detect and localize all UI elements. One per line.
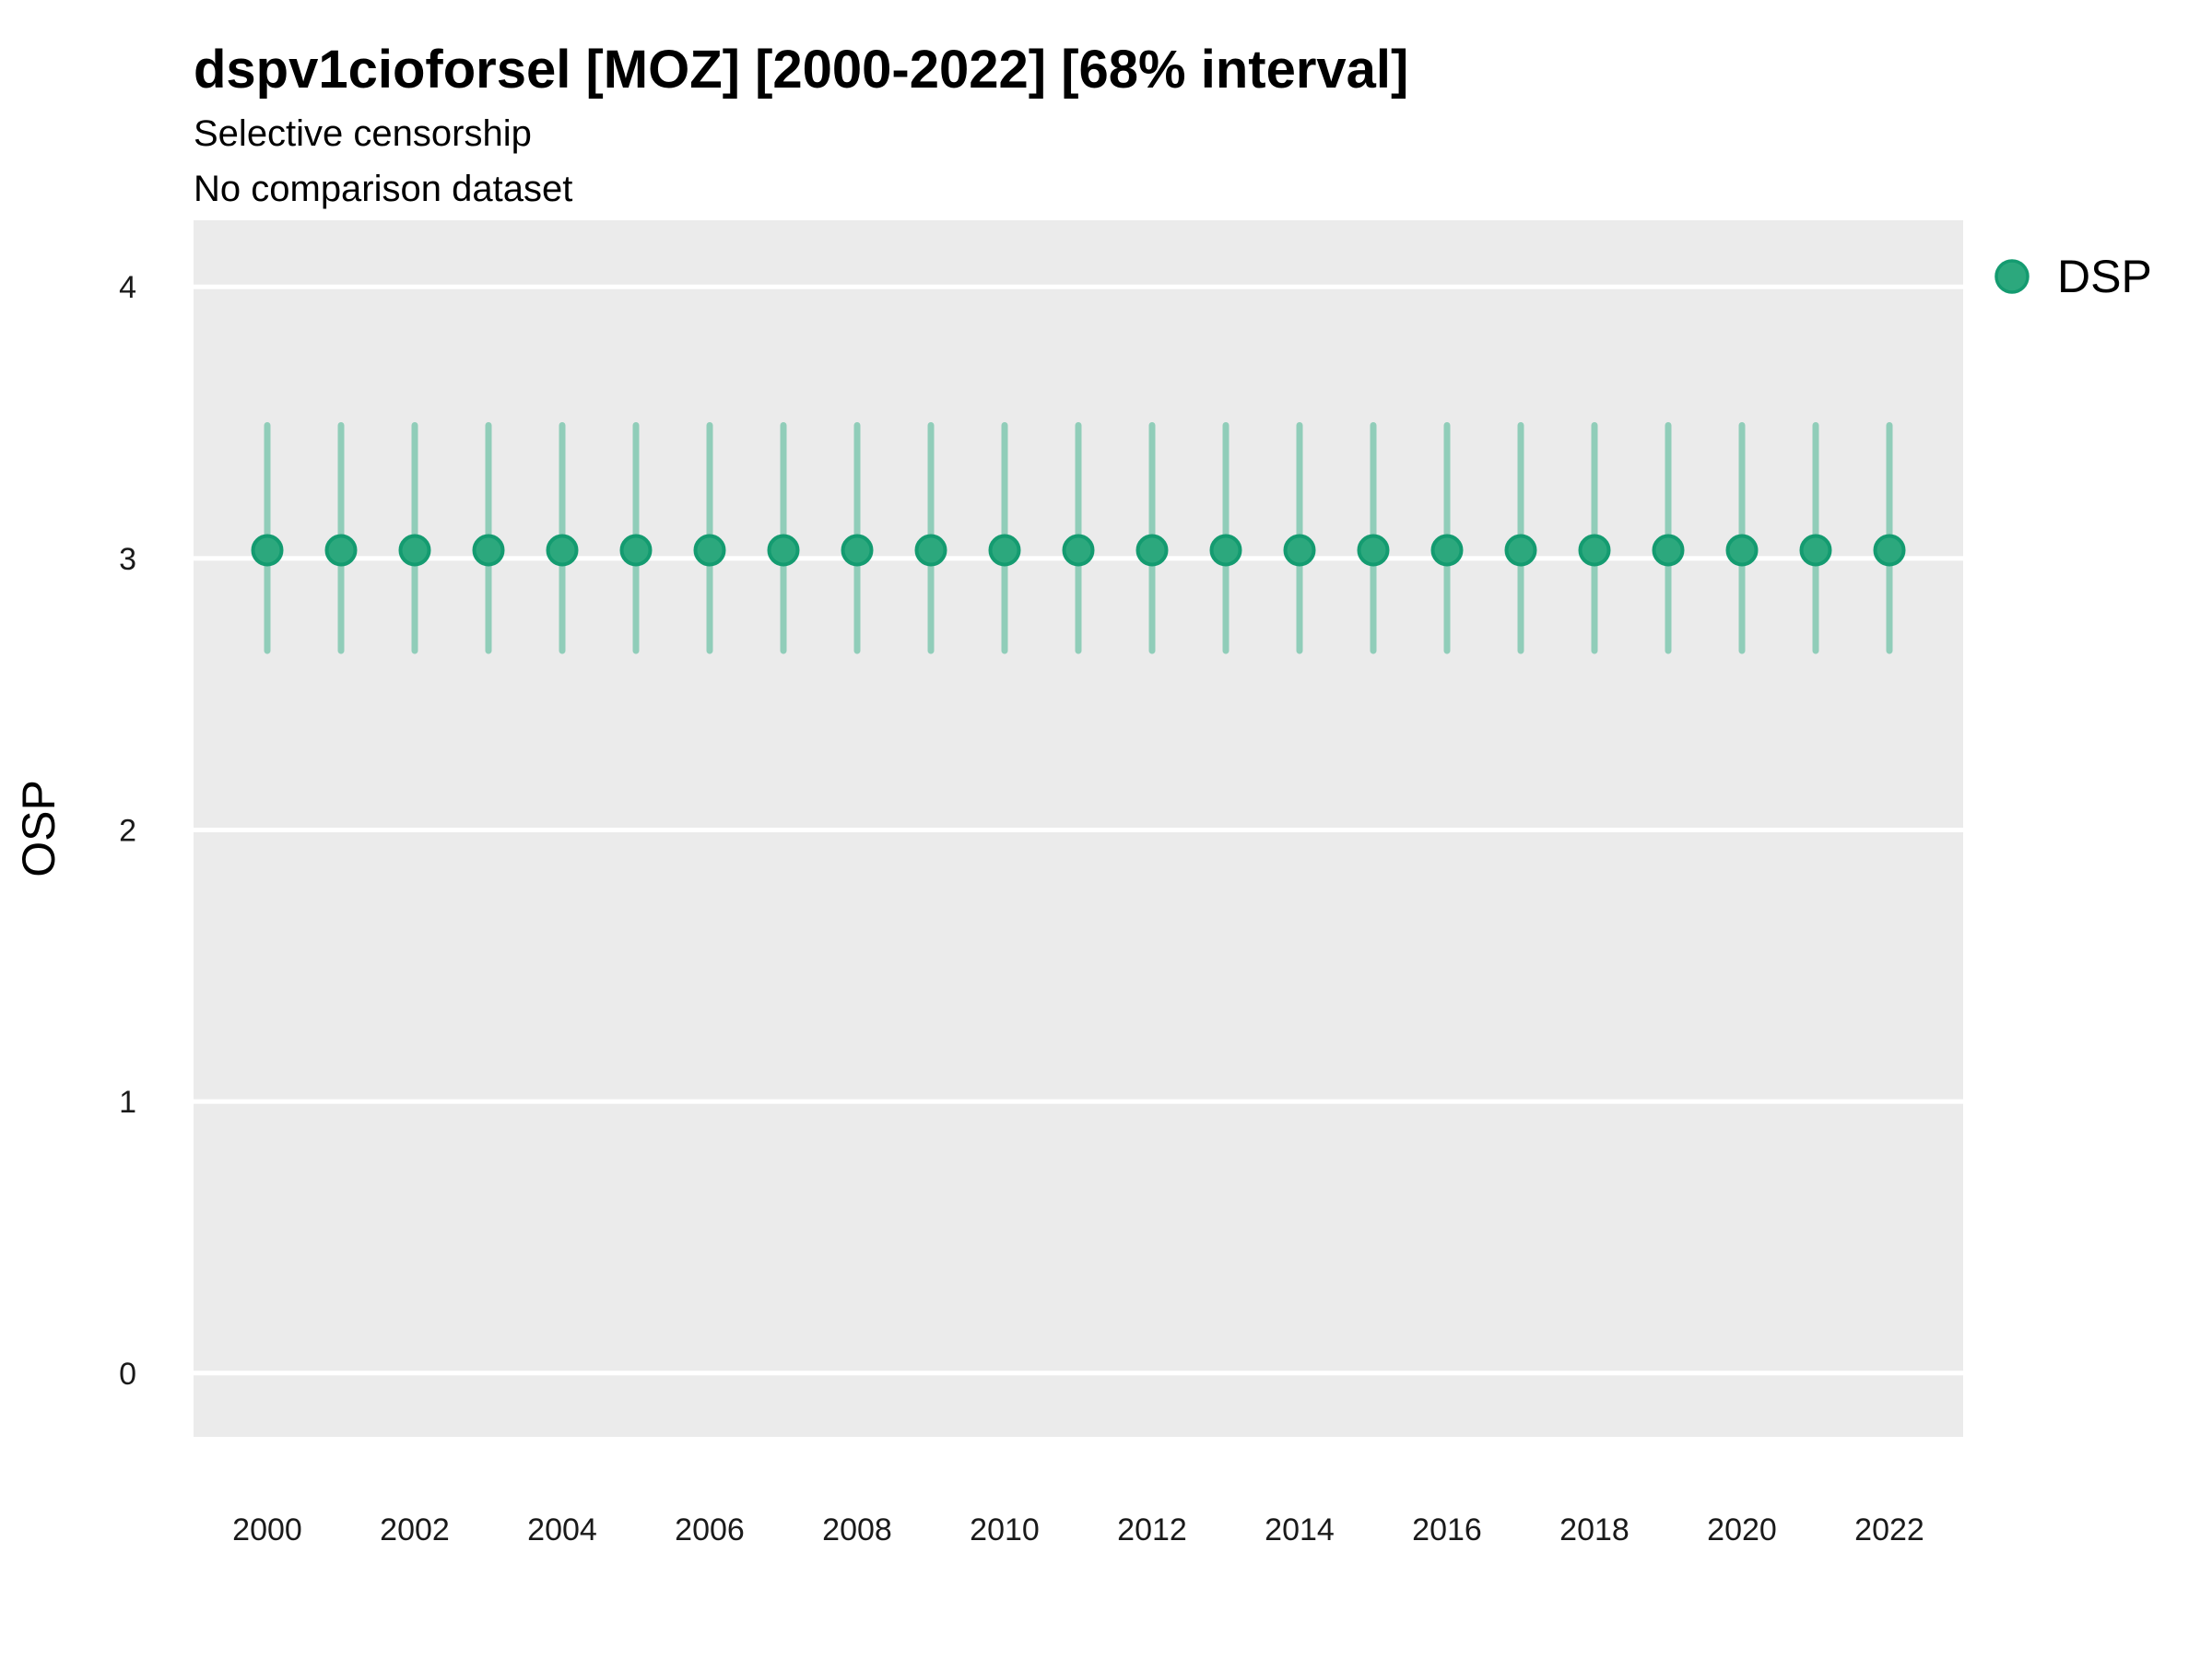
chart-subtitle-line1: Selective censorship [194, 113, 532, 154]
data-point-2021 [1799, 534, 1832, 567]
y-tick-label-3: 3 [119, 542, 136, 577]
data-point-2010 [988, 534, 1021, 567]
data-point-2008 [841, 534, 874, 567]
data-point-2005 [619, 534, 653, 567]
data-point-2000 [251, 534, 284, 567]
x-tick-label-2000: 2000 [232, 1512, 302, 1547]
data-point-2018 [1578, 534, 1611, 567]
x-tick-label-2010: 2010 [970, 1512, 1040, 1547]
chart-title: dspv1cioforsel [MOZ] [2000-2022] [68% in… [194, 40, 1408, 100]
legend-marker-dsp-icon [1994, 259, 2030, 294]
y-tick-label-0: 0 [119, 1357, 136, 1392]
x-tick-label-2012: 2012 [1117, 1512, 1187, 1547]
x-tick-label-2022: 2022 [1854, 1512, 1924, 1547]
y-axis-title: OSP [13, 780, 65, 877]
y-tick-label-1: 1 [119, 1085, 136, 1120]
data-point-2020 [1725, 534, 1759, 567]
data-point-2004 [546, 534, 579, 567]
data-point-2013 [1209, 534, 1242, 567]
data-point-2022 [1873, 534, 1906, 567]
data-point-2001 [324, 534, 358, 567]
x-tick-label-2018: 2018 [1559, 1512, 1630, 1547]
chart-subtitle-line2: No comparison dataset [194, 169, 572, 209]
data-point-2011 [1062, 534, 1095, 567]
data-point-2002 [398, 534, 431, 567]
data-point-2019 [1652, 534, 1685, 567]
x-tick-label-2016: 2016 [1412, 1512, 1482, 1547]
data-point-2016 [1430, 534, 1464, 567]
x-tick-label-2014: 2014 [1265, 1512, 1335, 1547]
legend-label-dsp: DSP [2057, 251, 2152, 302]
x-tick-label-2004: 2004 [527, 1512, 597, 1547]
x-tick-label-2020: 2020 [1707, 1512, 1777, 1547]
data-point-2014 [1283, 534, 1316, 567]
y-tick-label-2: 2 [119, 813, 136, 848]
x-tick-label-2006: 2006 [675, 1512, 745, 1547]
data-point-2017 [1504, 534, 1537, 567]
data-point-2003 [472, 534, 505, 567]
x-tick-label-2008: 2008 [822, 1512, 892, 1547]
data-point-2007 [767, 534, 800, 567]
x-tick-label-2002: 2002 [380, 1512, 450, 1547]
legend: DSP [1994, 251, 2152, 302]
data-point-2015 [1357, 534, 1390, 567]
y-tick-label-4: 4 [119, 270, 136, 305]
data-point-2006 [693, 534, 726, 567]
data-point-2009 [914, 534, 947, 567]
data-point-2012 [1135, 534, 1169, 567]
